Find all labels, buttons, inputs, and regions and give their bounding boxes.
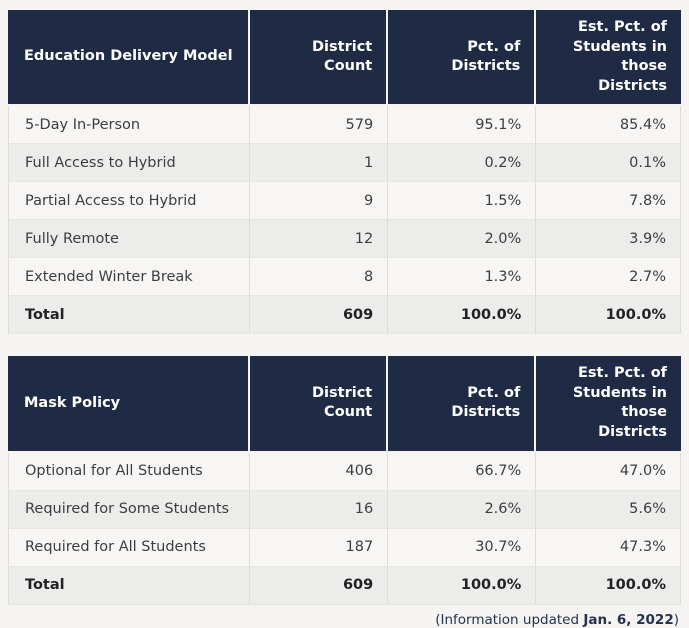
district-count-cell: 609 — [250, 296, 389, 335]
table-row: Partial Access to Hybrid 9 1.5% 7.8% — [8, 182, 681, 221]
students-pct-cell: 47.3% — [536, 528, 681, 567]
students-pct-cell: 100.0% — [536, 566, 681, 605]
row-label-cell: Fully Remote — [8, 220, 251, 259]
district-count-cell: 579 — [250, 106, 389, 145]
district-count-cell: 9 — [250, 182, 389, 221]
education-delivery-body: 5-Day In-Person 579 95.1% 85.4% Full Access … — [8, 106, 681, 335]
row-label-cell: Total — [8, 566, 251, 605]
header-row: Mask Policy District Count Pct. of Distr… — [8, 356, 681, 453]
pct-districts-cell: 95.1% — [388, 106, 537, 145]
pct-districts-cell: 100.0% — [388, 296, 537, 335]
column-header-est-pct-students: Est. Pct. of Students in those Districts — [536, 10, 681, 107]
mask-policy-table: Mask Policy District Count Pct. of Distr… — [8, 356, 681, 605]
district-count-cell: 12 — [250, 220, 389, 259]
pct-districts-cell: 0.2% — [388, 144, 537, 183]
update-note-suffix: ) — [673, 611, 679, 628]
column-header-model: Education Delivery Model — [8, 10, 251, 107]
table-row: Optional for All Students 406 66.7% 47.0% — [8, 452, 681, 491]
header-row: Education Delivery Model District Count … — [8, 10, 681, 107]
students-pct-cell: 2.7% — [536, 258, 681, 297]
row-label-cell: 5-Day In-Person — [8, 106, 251, 145]
row-label-cell: Optional for All Students — [8, 452, 251, 491]
table-row: Required for Some Students 16 2.6% 5.6% — [8, 490, 681, 529]
table-row: Fully Remote 12 2.0% 3.9% — [8, 220, 681, 259]
table-row: 5-Day In-Person 579 95.1% 85.4% — [8, 106, 681, 145]
column-header-district-count: District Count — [250, 356, 389, 453]
total-row: Total 609 100.0% 100.0% — [8, 566, 681, 605]
pct-districts-cell: 1.5% — [388, 182, 537, 221]
mask-policy-body: Optional for All Students 406 66.7% 47.0% Re… — [8, 452, 681, 605]
students-pct-cell: 3.9% — [536, 220, 681, 259]
column-header-pct-districts: Pct. of Districts — [388, 10, 537, 107]
district-count-cell: 609 — [250, 566, 389, 605]
row-label-cell: Required for All Students — [8, 528, 251, 567]
students-pct-cell: 47.0% — [536, 452, 681, 491]
row-label-cell: Full Access to Hybrid — [8, 144, 251, 183]
table-row: Full Access to Hybrid 1 0.2% 0.1% — [8, 144, 681, 183]
students-pct-cell: 85.4% — [536, 106, 681, 145]
total-row: Total 609 100.0% 100.0% — [8, 296, 681, 335]
students-pct-cell: 5.6% — [536, 490, 681, 529]
table-row: Extended Winter Break 8 1.3% 2.7% — [8, 258, 681, 297]
update-note-prefix: (Information updated — [435, 611, 584, 628]
district-count-cell: 187 — [250, 528, 389, 567]
pct-districts-cell: 2.0% — [388, 220, 537, 259]
students-pct-cell: 7.8% — [536, 182, 681, 221]
row-label-cell: Extended Winter Break — [8, 258, 251, 297]
students-pct-cell: 0.1% — [536, 144, 681, 183]
pct-districts-cell: 66.7% — [388, 452, 537, 491]
column-header-pct-districts: Pct. of Districts — [388, 356, 537, 453]
table-row: Required for All Students 187 30.7% 47.3% — [8, 528, 681, 567]
column-header-mask-policy: Mask Policy — [8, 356, 251, 453]
students-pct-cell: 100.0% — [536, 296, 681, 335]
district-count-cell: 1 — [250, 144, 389, 183]
row-label-cell: Partial Access to Hybrid — [8, 182, 251, 221]
update-note: (Information updated Jan. 6, 2022) — [8, 612, 681, 628]
row-label-cell: Required for Some Students — [8, 490, 251, 529]
pct-districts-cell: 2.6% — [388, 490, 537, 529]
district-count-cell: 16 — [250, 490, 389, 529]
district-count-cell: 406 — [250, 452, 389, 491]
pct-districts-cell: 100.0% — [388, 566, 537, 605]
row-label-cell: Total — [8, 296, 251, 335]
education-delivery-table: Education Delivery Model District Count … — [8, 10, 681, 335]
pct-districts-cell: 1.3% — [388, 258, 537, 297]
pct-districts-cell: 30.7% — [388, 528, 537, 567]
update-note-date: Jan. 6, 2022 — [583, 611, 674, 628]
column-header-est-pct-students: Est. Pct. of Students in those Districts — [536, 356, 681, 453]
district-count-cell: 8 — [250, 258, 389, 297]
column-header-district-count: District Count — [250, 10, 389, 107]
